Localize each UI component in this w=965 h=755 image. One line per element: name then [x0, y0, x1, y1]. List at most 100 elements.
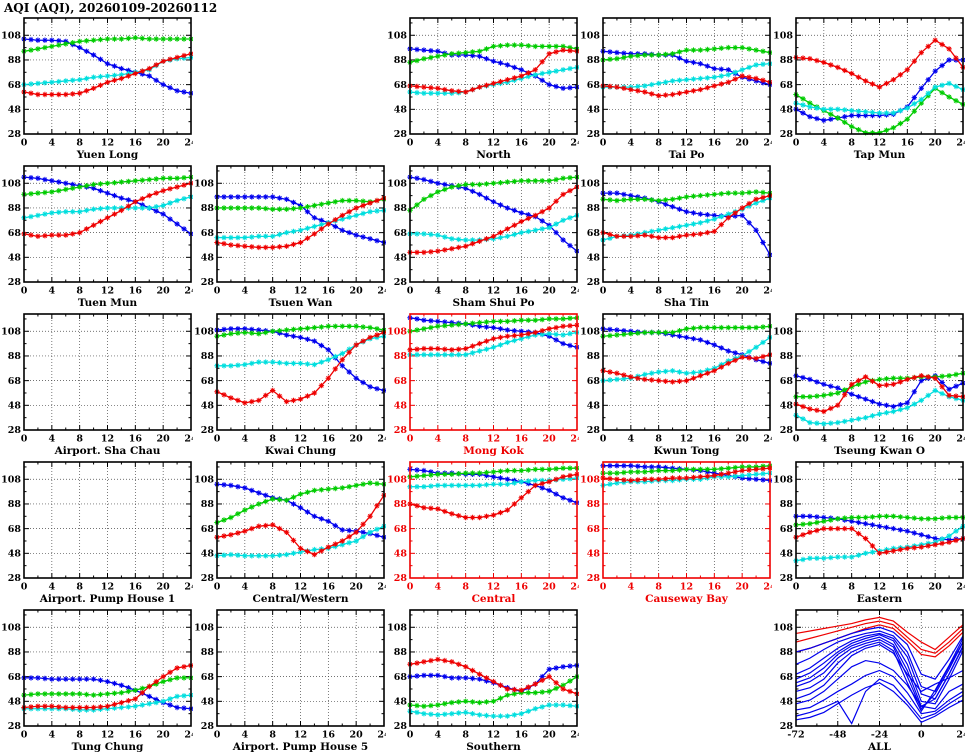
- tick-labels: 2848688810804812162024: [387, 30, 579, 148]
- plot-border: [216, 461, 385, 579]
- svg-text:48: 48: [201, 253, 215, 264]
- subplot-central: 2848688810804812162024Central: [386, 458, 579, 606]
- tick-labels: 2848688810804812162024: [194, 474, 386, 592]
- svg-text:28: 28: [394, 721, 408, 732]
- subplot-mong-kok: 2848688810804812162024Mong Kok: [386, 310, 579, 458]
- svg-text:48: 48: [8, 105, 22, 116]
- svg-text:8: 8: [76, 138, 83, 149]
- svg-text:4: 4: [242, 434, 249, 445]
- svg-text:16: 16: [129, 434, 143, 445]
- svg-text:28: 28: [587, 573, 601, 584]
- svg-text:16: 16: [129, 138, 143, 149]
- svg-text:48: 48: [780, 401, 794, 412]
- svg-text:68: 68: [587, 80, 601, 91]
- subplot-eastern: 2848688810804812162024Eastern: [772, 458, 965, 606]
- svg-text:48: 48: [201, 549, 215, 560]
- svg-text:4: 4: [821, 138, 828, 149]
- svg-text:20: 20: [929, 434, 943, 445]
- svg-text:28: 28: [8, 277, 22, 288]
- svg-text:24: 24: [956, 730, 965, 741]
- svg-text:88: 88: [394, 499, 408, 510]
- series-line-blue-6: [795, 634, 964, 705]
- svg-text:4: 4: [821, 434, 828, 445]
- svg-text:48: 48: [394, 105, 408, 116]
- svg-text:16: 16: [901, 138, 915, 149]
- series-markers-cyan-2: [407, 64, 579, 96]
- svg-text:48: 48: [8, 401, 22, 412]
- svg-text:48: 48: [780, 105, 794, 116]
- svg-text:68: 68: [394, 524, 408, 535]
- subplot-all: 28 48 68 88 108 -72 -48 -24 0 24 ALL: [772, 606, 965, 754]
- subplot-north: 2848688810804812162024North: [386, 14, 579, 162]
- tick-labels: 2848688810804812162024: [773, 326, 965, 444]
- svg-text:24: 24: [184, 286, 193, 297]
- svg-text:20: 20: [736, 434, 750, 445]
- chart-airport-sha-chau: 2848688810804812162024Airport. Sha Chau: [1, 313, 193, 457]
- svg-text:12: 12: [487, 138, 500, 149]
- svg-text:48: 48: [587, 253, 601, 264]
- svg-text:68: 68: [587, 376, 601, 387]
- svg-text:16: 16: [515, 138, 529, 149]
- svg-text:48: 48: [8, 549, 22, 560]
- chart-title: Tsuen Wan: [269, 297, 333, 309]
- svg-text:28: 28: [780, 425, 794, 436]
- svg-text:108: 108: [773, 30, 793, 41]
- svg-text:48: 48: [587, 549, 601, 560]
- svg-text:68: 68: [8, 524, 22, 535]
- gridlines: [217, 462, 384, 578]
- subplot-tuen-mun: 2848688810804812162024Tuen Mun: [0, 162, 193, 310]
- svg-text:8: 8: [76, 286, 83, 297]
- series-markers-green-1: [600, 189, 772, 204]
- gridlines: [217, 610, 384, 726]
- page-title: AQI (AQI), 20260109-20260112: [4, 1, 218, 15]
- plot-border: [23, 313, 192, 431]
- chart-tuen-mun: 2848688810804812162024Tuen Mun: [1, 165, 193, 309]
- svg-text:12: 12: [487, 582, 500, 593]
- series-line-blue-12: [795, 669, 964, 715]
- svg-text:28: 28: [201, 277, 215, 288]
- svg-text:16: 16: [129, 286, 143, 297]
- plot-border: [795, 609, 964, 727]
- svg-text:68: 68: [780, 376, 794, 387]
- svg-text:24: 24: [956, 138, 965, 149]
- chart-title: Sham Shui Po: [453, 297, 535, 309]
- chart-north: 2848688810804812162024North: [387, 17, 579, 161]
- chart-title: Kwai Chung: [265, 445, 337, 457]
- svg-text:20: 20: [736, 286, 750, 297]
- svg-text:88: 88: [394, 203, 408, 214]
- svg-text:108: 108: [387, 622, 407, 633]
- subplot-tung-chung: 2848688810804812162024Tung Chung: [0, 606, 193, 754]
- svg-text:16: 16: [708, 582, 722, 593]
- svg-text:108: 108: [387, 326, 407, 337]
- chart-mong-kok: 2848688810804812162024Mong Kok: [387, 313, 579, 457]
- chart-airport-pump-house-1: 2848688810804812162024Airport. Pump Hous…: [1, 461, 193, 605]
- svg-text:16: 16: [129, 730, 143, 741]
- svg-text:24: 24: [184, 434, 193, 445]
- gridlines: [796, 462, 963, 578]
- svg-text:20: 20: [157, 730, 171, 741]
- chart-central-western: 2848688810804812162024Central/Western: [194, 461, 386, 605]
- svg-text:24: 24: [184, 138, 193, 149]
- svg-text:4: 4: [49, 434, 56, 445]
- svg-text:88: 88: [201, 351, 215, 362]
- svg-text:20: 20: [736, 582, 750, 593]
- chart-southern: 2848688810804812162024Southern: [387, 609, 579, 753]
- plot-border: [795, 461, 964, 579]
- svg-text:24: 24: [763, 582, 772, 593]
- svg-text:20: 20: [157, 582, 171, 593]
- svg-text:8: 8: [462, 582, 469, 593]
- svg-text:24: 24: [763, 434, 772, 445]
- tick-labels: 2848688810804812162024: [580, 178, 772, 296]
- svg-text:-48: -48: [829, 730, 847, 741]
- svg-text:16: 16: [708, 138, 722, 149]
- svg-text:28: 28: [587, 277, 601, 288]
- svg-text:108: 108: [387, 474, 407, 485]
- svg-text:68: 68: [780, 672, 794, 683]
- svg-text:20: 20: [929, 138, 943, 149]
- svg-text:0: 0: [407, 138, 414, 149]
- series-line-red-0: [795, 616, 964, 651]
- svg-text:20: 20: [543, 434, 557, 445]
- tick-labels: 2848688810804812162024: [580, 30, 772, 148]
- svg-text:4: 4: [821, 582, 828, 593]
- subplot-central-western: 2848688810804812162024Central/Western: [193, 458, 386, 606]
